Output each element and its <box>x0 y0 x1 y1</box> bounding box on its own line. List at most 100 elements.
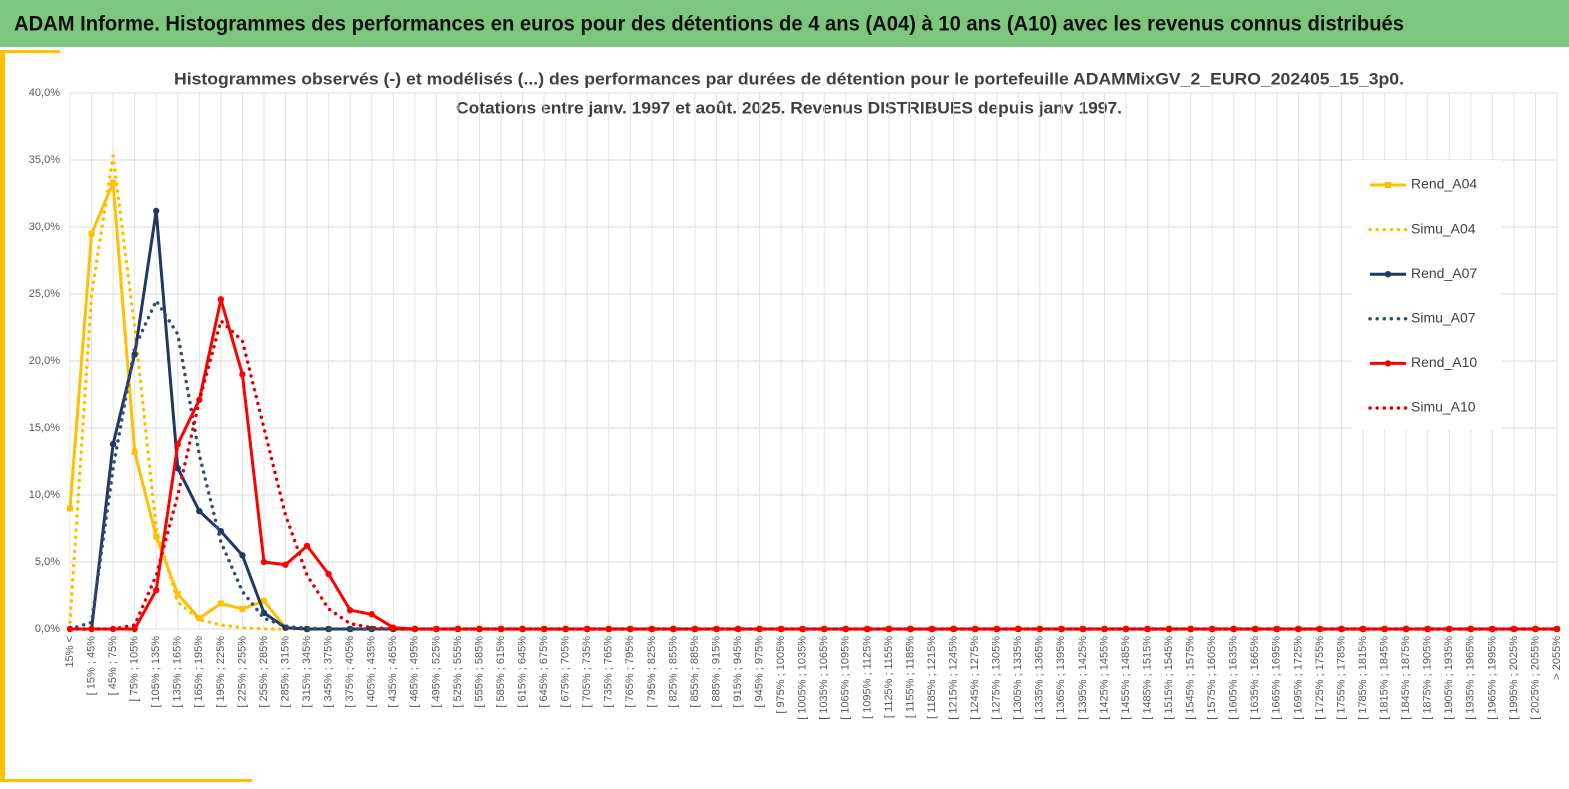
legend-label: Simu_A04 <box>1411 220 1476 236</box>
marker <box>368 611 375 618</box>
marker <box>928 625 936 633</box>
y-tick-label: 5,0% <box>35 556 60 568</box>
x-tick-label: [ 525% ; 555% <box>452 636 464 708</box>
series-line <box>68 298 1559 631</box>
marker <box>260 597 267 604</box>
legend-marker <box>1385 182 1391 188</box>
x-tick-label: [ 1545% ; 1575% <box>1185 636 1197 720</box>
frame-bottom <box>0 779 252 782</box>
x-tick-label: [ 255% ; 285% <box>258 636 270 708</box>
marker <box>303 542 311 550</box>
marker <box>971 625 979 633</box>
x-tick-label: [ 645% ; 675% <box>538 636 550 708</box>
y-tick-label: 15,0% <box>29 422 60 434</box>
marker <box>260 558 268 566</box>
marker <box>1467 625 1474 633</box>
marker <box>1015 625 1022 633</box>
marker <box>153 207 160 215</box>
marker <box>67 505 73 512</box>
x-tick-label: [ 945% ; 975% <box>754 636 766 708</box>
marker <box>1532 625 1539 633</box>
x-tick-label: [ 1695% ; 1725% <box>1292 636 1304 720</box>
marker <box>950 625 957 633</box>
series-line <box>68 319 1559 631</box>
x-tick-label: [ 1995% ; 2025% <box>1508 636 1520 720</box>
x-tick-label: [ 195% ; 225% <box>215 636 227 708</box>
legend-label: Simu_A10 <box>1411 399 1476 415</box>
x-tick-label: [ 1635% ; 1665% <box>1249 636 1261 720</box>
x-tick-label: [ 1155% ; 1185% <box>904 636 916 718</box>
x-tick-label: [ 1935% ; 1965% <box>1465 636 1477 720</box>
marker <box>864 625 871 633</box>
marker <box>109 440 117 448</box>
x-tick-label: [ 1965% ; 1995% <box>1486 636 1498 720</box>
x-tick-label: [ 825% ; 855% <box>667 636 679 708</box>
x-tick-label: > 2055% <box>1551 636 1563 680</box>
x-tick-label: [ 765% ; 795% <box>624 636 636 708</box>
x-tick-label: [ 1185% ; 1215% <box>926 636 938 719</box>
x-tick-label: [ 1275% ; 1305% <box>991 636 1003 720</box>
x-tick-label: [ 165% ; 195% <box>193 636 205 708</box>
header-band <box>0 0 1569 47</box>
y-tick-label: 10,0% <box>29 489 60 501</box>
x-tick-label: [ 1455% ; 1485% <box>1120 636 1132 720</box>
marker <box>1553 625 1561 633</box>
header-title: ADAM Informe. Histogrammes des performan… <box>14 13 1404 36</box>
x-tick-label: [ 1515% ; 1545% <box>1163 636 1175 720</box>
marker <box>217 296 225 303</box>
x-tick-label: [ 1065% ; 1095% <box>840 636 852 720</box>
marker <box>217 600 224 607</box>
marker <box>325 570 332 578</box>
x-tick-label: [ 75% ; 105% <box>129 636 141 702</box>
x-tick-label: [ 495% ; 525% <box>430 636 442 708</box>
marker <box>842 625 850 633</box>
legend-box <box>1352 160 1502 430</box>
y-tick-label: 40,0% <box>29 87 60 99</box>
y-tick-label: 35,0% <box>29 154 60 166</box>
marker <box>196 615 203 622</box>
x-tick-label: [ 1125% ; 1155% <box>883 636 895 718</box>
marker <box>174 440 181 448</box>
x-tick-label: [ 1365% ; 1395% <box>1055 636 1067 720</box>
x-tick-label: [ 1335% ; 1365% <box>1034 636 1046 720</box>
chart-subtitle: Cotations entre janv. 1997 et août. 2025… <box>456 98 1122 117</box>
x-tick-label: [ 105% ; 135% <box>150 636 162 708</box>
x-tick-label: [ 405% ; 435% <box>366 636 378 708</box>
marker <box>174 591 181 598</box>
marker <box>411 625 419 633</box>
marker <box>239 605 246 612</box>
x-tick-label: [ 1845% ; 1875% <box>1400 636 1412 720</box>
marker <box>153 533 160 540</box>
x-tick-label: [ 375% ; 405% <box>344 636 356 708</box>
x-tick-label: [ 1215% ; 1245% <box>947 636 959 720</box>
x-tick-label: [ 1815% ; 1845% <box>1379 636 1391 720</box>
series-line <box>70 209 1557 631</box>
x-tick-label: [ 285% ; 315% <box>279 636 291 708</box>
marker <box>346 607 354 614</box>
frame-left <box>0 50 5 782</box>
x-tick-label: [ 885% ; 915% <box>710 636 722 708</box>
x-tick-label: [ 1905% ; 1935% <box>1443 636 1455 720</box>
marker <box>1489 625 1496 633</box>
y-tick-label: 0,0% <box>35 623 60 635</box>
y-tick-label: 25,0% <box>29 288 60 300</box>
x-tick-label: [ 1395% ; 1425% <box>1077 636 1089 720</box>
x-tick-label: [ 15% ; 45% <box>85 636 97 696</box>
x-tick-label: [ 225% ; 255% <box>236 636 248 708</box>
x-tick-label: [ 795% ; 825% <box>646 636 658 708</box>
x-tick-label: [ 615% ; 645% <box>516 636 528 708</box>
legend-label: Rend_A10 <box>1411 354 1477 370</box>
x-tick-label: [ 1425% ; 1455% <box>1098 636 1110 720</box>
x-tick-label: [ 705% ; 735% <box>581 636 593 708</box>
x-tick-label: [ 585% ; 615% <box>495 636 507 708</box>
marker <box>282 561 289 568</box>
chart-title: Histogrammes observés (-) et modélisés (… <box>174 69 1404 88</box>
marker <box>239 552 246 559</box>
x-tick-label: [ 1485% ; 1515% <box>1141 636 1153 720</box>
legend-marker <box>1384 360 1392 367</box>
x-tick-label: [ 45% ; 75% <box>107 636 119 696</box>
x-tick-label: [ 675% ; 705% <box>560 636 572 708</box>
y-tick-label: 30,0% <box>29 221 60 233</box>
marker <box>110 179 117 186</box>
legend-label: Simu_A07 <box>1411 310 1476 326</box>
